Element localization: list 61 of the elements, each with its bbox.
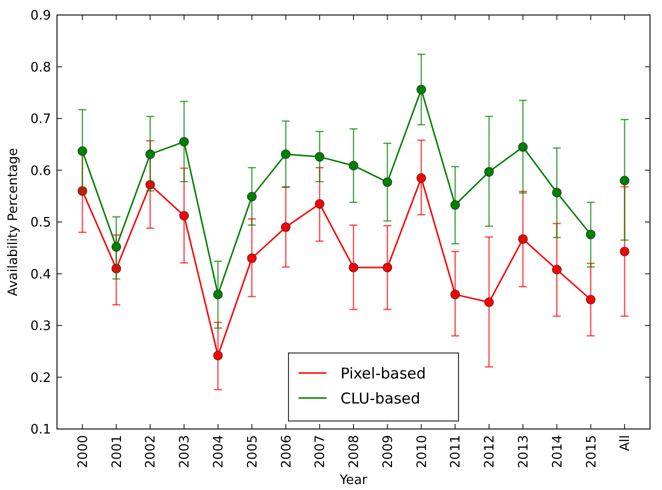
x-tick-label: 2000 xyxy=(76,435,91,468)
point xyxy=(280,222,291,232)
point xyxy=(450,200,460,210)
legend-label: Pixel-based xyxy=(340,364,426,382)
point xyxy=(348,262,358,272)
point xyxy=(348,160,358,170)
point xyxy=(247,192,257,202)
point xyxy=(586,230,596,240)
x-tick-label: 2015 xyxy=(584,435,600,468)
x-tick-label: 2014 xyxy=(550,435,566,468)
point xyxy=(280,149,291,160)
x-tick-label: 2005 xyxy=(245,435,260,468)
point xyxy=(314,199,324,209)
point xyxy=(518,234,528,244)
x-tick-label: 2012 xyxy=(482,435,498,468)
y-tick-label: 0.4 xyxy=(30,267,51,282)
x-tick-label: 2008 xyxy=(347,435,362,468)
point xyxy=(416,84,426,94)
point xyxy=(382,262,392,272)
x-tick-label: 2004 xyxy=(212,435,227,468)
x-tick-label: 2001 xyxy=(110,435,125,468)
y-tick-label: 0.7 xyxy=(30,112,51,128)
point xyxy=(213,350,223,360)
point xyxy=(213,290,223,300)
y-tick-label: 0.2 xyxy=(30,370,51,386)
x-tick-label: 2002 xyxy=(144,435,159,468)
y-tick-label: 0.3 xyxy=(30,319,51,334)
point xyxy=(518,142,528,152)
y-tick-label: 0.6 xyxy=(30,164,51,179)
point xyxy=(247,253,257,264)
point xyxy=(179,210,189,221)
y-tick-label: 0.5 xyxy=(30,216,51,231)
y-tick-label: 0.9 xyxy=(30,8,51,24)
x-tick-label: 2009 xyxy=(380,435,396,468)
y-axis-title: Availability Percentage xyxy=(6,148,21,296)
point xyxy=(112,242,122,252)
x-tick-label: 2010 xyxy=(414,435,430,468)
x-tick-label: 2006 xyxy=(279,435,294,468)
x-tick-label: All xyxy=(618,435,634,452)
y-tick-label: 0.8 xyxy=(30,60,51,76)
x-tick-label: 2007 xyxy=(313,435,328,468)
point xyxy=(382,177,392,187)
point xyxy=(620,176,630,186)
point xyxy=(586,294,596,304)
point xyxy=(484,297,494,308)
legend-label: CLU-based xyxy=(340,389,420,408)
y-tick-label: 0.1 xyxy=(30,422,51,438)
x-tick-label: 2003 xyxy=(178,435,193,468)
point xyxy=(145,149,155,160)
point xyxy=(450,290,460,300)
point xyxy=(552,264,562,274)
point xyxy=(78,146,88,156)
point xyxy=(416,173,426,183)
x-axis-title: Year xyxy=(338,473,368,488)
point xyxy=(484,167,494,177)
x-tick-label: 2013 xyxy=(516,435,532,468)
point xyxy=(620,246,630,256)
x-tick-label: 2011 xyxy=(448,435,464,468)
point xyxy=(552,188,562,198)
point xyxy=(179,136,189,147)
point xyxy=(314,152,324,162)
